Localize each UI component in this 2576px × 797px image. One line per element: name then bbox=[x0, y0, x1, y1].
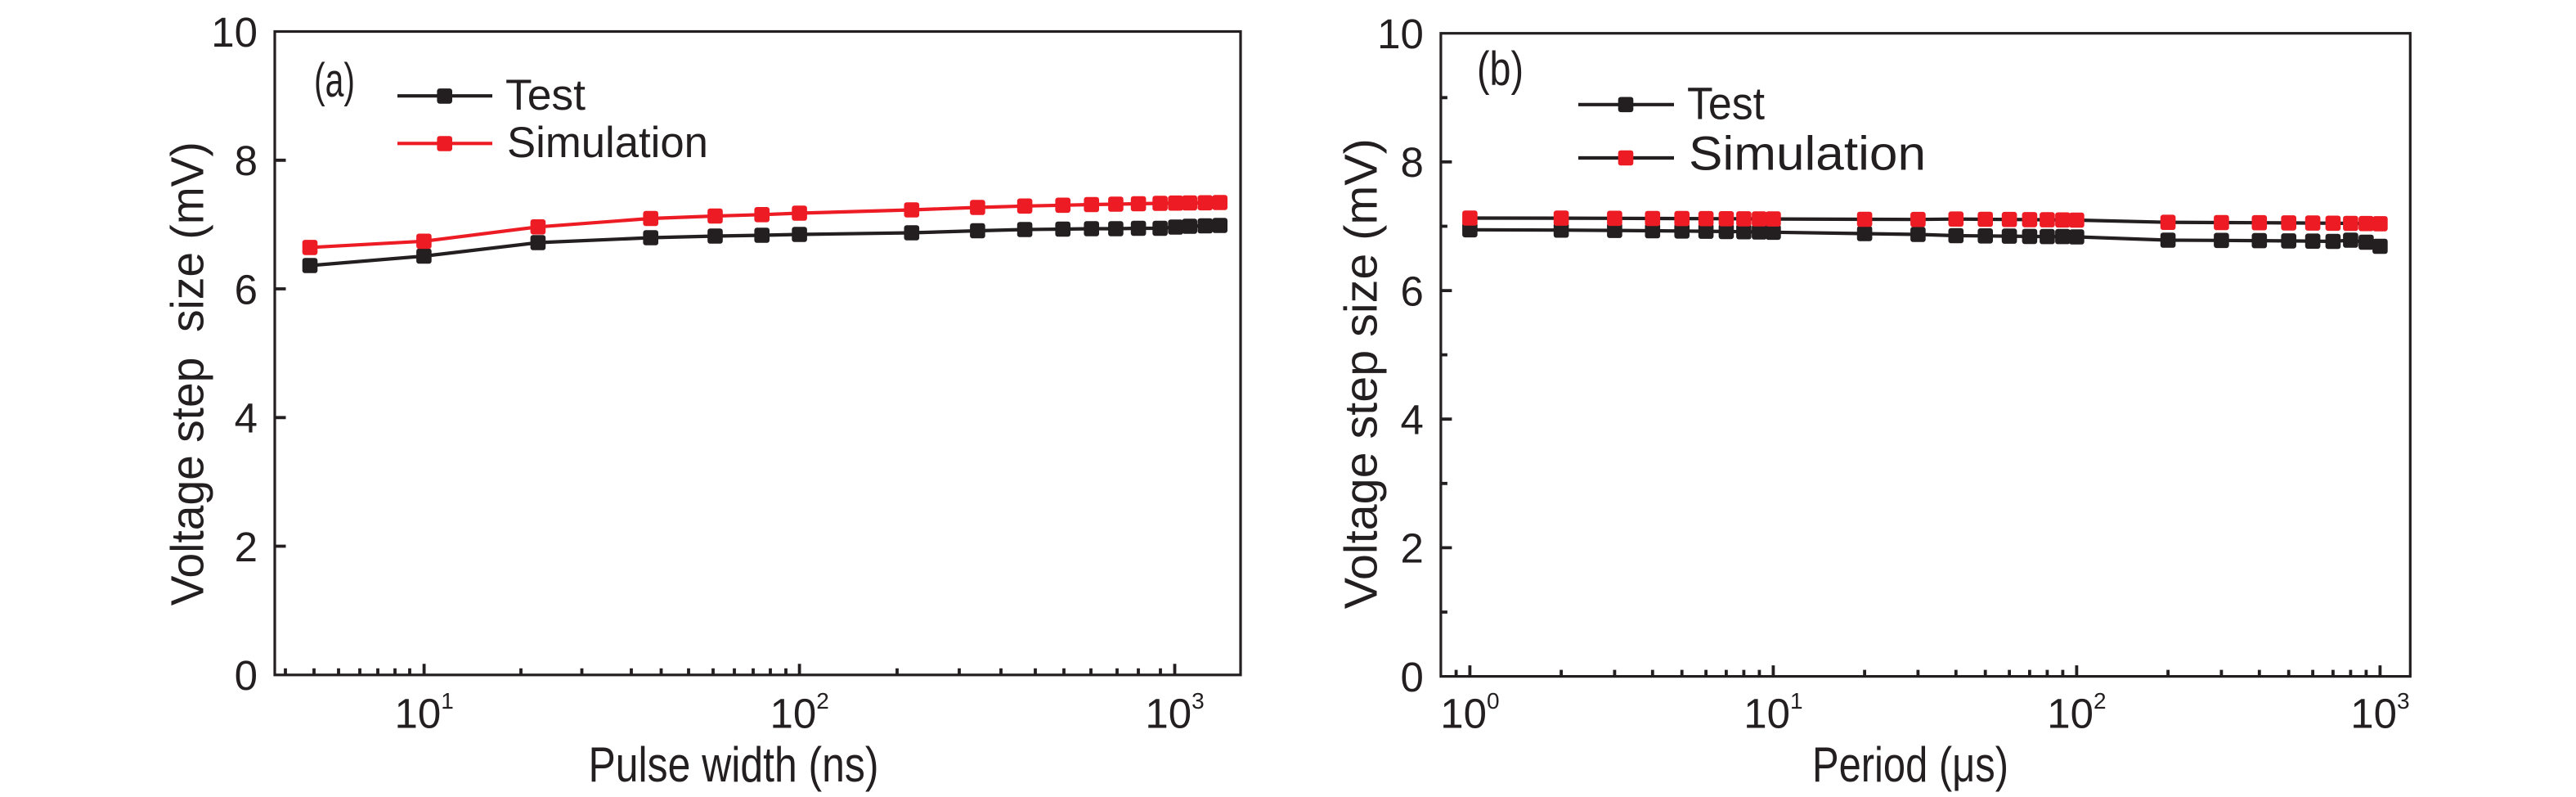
svg-text:Voltage step size (mV): Voltage step size (mV) bbox=[161, 142, 213, 606]
svg-text:6: 6 bbox=[1401, 268, 1424, 314]
svg-text:10: 10 bbox=[1377, 11, 1424, 57]
svg-text:Simulation: Simulation bbox=[507, 119, 708, 167]
svg-text:Voltage step size (mV): Voltage step size (mV) bbox=[1335, 138, 1388, 609]
svg-text:4: 4 bbox=[1401, 397, 1424, 444]
svg-text:Pulse width (ns): Pulse width (ns) bbox=[589, 737, 879, 792]
svg-text:8: 8 bbox=[235, 137, 258, 184]
svg-text:Test: Test bbox=[505, 71, 586, 119]
svg-text:2: 2 bbox=[1401, 525, 1424, 572]
svg-text:Period (μs): Period (μs) bbox=[1812, 737, 2008, 792]
svg-text:Test: Test bbox=[1687, 78, 1765, 129]
svg-text:2: 2 bbox=[235, 524, 258, 570]
svg-text:0: 0 bbox=[235, 652, 258, 699]
svg-text:6: 6 bbox=[235, 266, 258, 313]
svg-text:102: 102 bbox=[2047, 688, 2106, 737]
svg-text:(b): (b) bbox=[1477, 43, 1524, 96]
svg-text:4: 4 bbox=[235, 395, 258, 442]
svg-text:8: 8 bbox=[1401, 139, 1424, 186]
svg-text:100: 100 bbox=[1440, 688, 1499, 737]
svg-text:101: 101 bbox=[395, 688, 454, 737]
svg-text:(a): (a) bbox=[314, 54, 355, 107]
svg-text:Simulation: Simulation bbox=[1689, 128, 1926, 181]
svg-text:0: 0 bbox=[1401, 654, 1424, 700]
svg-text:10: 10 bbox=[211, 9, 258, 56]
